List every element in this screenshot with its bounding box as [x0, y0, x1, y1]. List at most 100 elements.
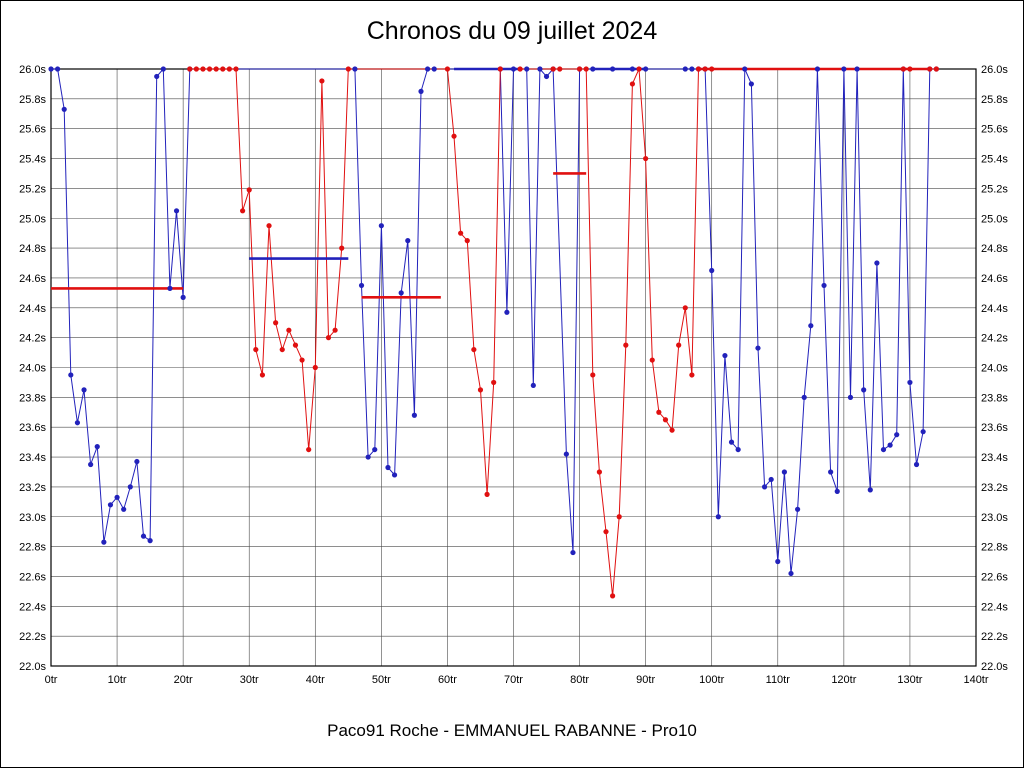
- y-tick-label-left: 23.6s: [19, 422, 46, 434]
- y-tick-label-left: 25.8s: [19, 94, 46, 106]
- y-tick-label-right: 23.0s: [981, 512, 1008, 524]
- lap-point-driver-blue: [814, 66, 821, 72]
- y-tick-label-right: 22.2s: [981, 631, 1008, 643]
- lap-point-driver-red: [927, 66, 933, 72]
- x-tick-label: 50tr: [372, 674, 391, 686]
- lap-point-driver-blue: [134, 458, 140, 465]
- lap-point-driver-red: [933, 66, 939, 72]
- lap-point-driver-blue: [748, 81, 754, 87]
- lap-point-driver-blue: [742, 66, 748, 72]
- lap-point-driver-red: [444, 66, 451, 72]
- lap-point-driver-red: [273, 320, 279, 326]
- lap-point-driver-blue: [755, 345, 761, 351]
- y-tick-label-left: 23.0s: [19, 512, 46, 524]
- lap-point-driver-blue: [524, 66, 530, 72]
- y-tick-label-right: 22.4s: [981, 601, 1008, 613]
- lap-point-driver-red: [484, 491, 490, 497]
- lap-point-driver-blue: [140, 533, 147, 539]
- y-tick-label-right: 23.4s: [981, 452, 1008, 464]
- x-tick-label: 40tr: [306, 674, 325, 686]
- y-tick-label-left: 23.4s: [19, 452, 46, 464]
- lap-point-driver-red: [253, 346, 259, 353]
- lap-point-driver-red: [550, 66, 556, 72]
- lap-point-driver-red: [312, 364, 318, 371]
- lap-point-driver-red: [206, 66, 213, 72]
- y-tick-label-left: 22.0s: [19, 661, 46, 673]
- lap-point-driver-red: [240, 208, 246, 214]
- lap-point-driver-red: [246, 187, 252, 193]
- y-tick-label-left: 24.0s: [19, 363, 46, 375]
- y-tick-label-right: 25.8s: [981, 94, 1008, 106]
- y-tick-label-left: 24.6s: [19, 273, 46, 285]
- lap-point-driver-blue: [365, 454, 371, 460]
- lap-point-driver-blue: [761, 484, 768, 490]
- lap-point-driver-red: [332, 327, 338, 333]
- lap-point-driver-blue: [173, 208, 180, 214]
- lap-point-driver-blue: [841, 66, 847, 72]
- lap-point-driver-blue: [867, 487, 873, 493]
- series-line-driver-blue: [51, 67, 937, 574]
- lap-point-driver-blue: [874, 260, 880, 266]
- y-tick-label-left: 22.2s: [19, 631, 46, 643]
- x-tick-label: 140tr: [963, 674, 988, 686]
- lap-point-driver-blue: [411, 412, 417, 418]
- lap-point-driver-red: [266, 223, 272, 229]
- lap-point-driver-blue: [907, 379, 913, 386]
- lap-point-driver-blue: [510, 66, 517, 72]
- lap-point-driver-blue: [68, 372, 74, 378]
- lap-point-driver-blue: [160, 66, 166, 72]
- x-tick-label: 10tr: [108, 674, 127, 686]
- lap-point-driver-blue: [808, 323, 814, 329]
- lap-point-driver-red: [233, 66, 239, 72]
- lap-point-driver-blue: [563, 451, 569, 457]
- grid: [50, 68, 977, 667]
- lap-point-driver-blue: [715, 514, 721, 520]
- y-tick-label-left: 22.6s: [19, 571, 46, 583]
- lap-point-driver-blue: [94, 444, 100, 450]
- lap-point-driver-red: [623, 342, 629, 348]
- lap-point-driver-blue: [431, 66, 437, 72]
- lap-point-driver-blue: [405, 238, 411, 244]
- y-tick-label-right: 22.6s: [981, 571, 1008, 583]
- lap-point-driver-red: [299, 357, 305, 363]
- y-tick-label-right: 24.4s: [981, 303, 1008, 315]
- lap-point-driver-blue: [728, 439, 735, 445]
- x-tick-label: 20tr: [174, 674, 193, 686]
- lap-point-driver-red: [517, 66, 523, 72]
- lap-point-driver-blue: [861, 387, 867, 393]
- y-tick-label-right: 25.4s: [981, 154, 1008, 166]
- lap-point-driver-blue: [775, 558, 781, 565]
- lap-point-driver-blue: [48, 66, 54, 72]
- lap-point-driver-red: [596, 469, 602, 475]
- lap-point-driver-red: [226, 66, 232, 72]
- lap-point-driver-red: [187, 66, 193, 72]
- y-tick-label-left: 24.8s: [19, 243, 46, 255]
- lap-point-driver-red: [491, 379, 497, 386]
- lap-point-driver-red: [279, 346, 285, 353]
- y-tick-label-right: 25.6s: [981, 124, 1008, 136]
- x-tick-label: 60tr: [438, 674, 457, 686]
- lap-point-driver-blue: [114, 494, 120, 500]
- lap-point-driver-red: [325, 335, 332, 341]
- y-tick-label-left: 22.4s: [19, 601, 46, 613]
- lap-point-driver-red: [643, 155, 649, 162]
- lap-point-driver-red: [900, 66, 906, 72]
- lap-point-driver-blue: [768, 476, 774, 483]
- y-tick-label-right: 23.6s: [981, 422, 1008, 434]
- lap-point-driver-blue: [709, 267, 715, 274]
- lap-point-driver-red: [259, 372, 266, 378]
- lap-point-driver-blue: [167, 285, 173, 291]
- lap-point-driver-blue: [795, 506, 801, 512]
- y-tick-label-left: 25.0s: [19, 213, 46, 225]
- y-tick-label-right: 24.6s: [981, 273, 1008, 285]
- lap-point-driver-blue: [629, 66, 636, 72]
- y-tick-label-right: 26.0s: [981, 64, 1008, 76]
- x-tick-label: 110tr: [766, 674, 791, 686]
- y-tick-label-left: 24.4s: [19, 303, 46, 315]
- lap-point-driver-blue: [504, 309, 510, 315]
- lap-point-driver-blue: [398, 290, 404, 296]
- lap-point-driver-blue: [425, 66, 431, 72]
- lap-point-driver-blue: [127, 484, 133, 490]
